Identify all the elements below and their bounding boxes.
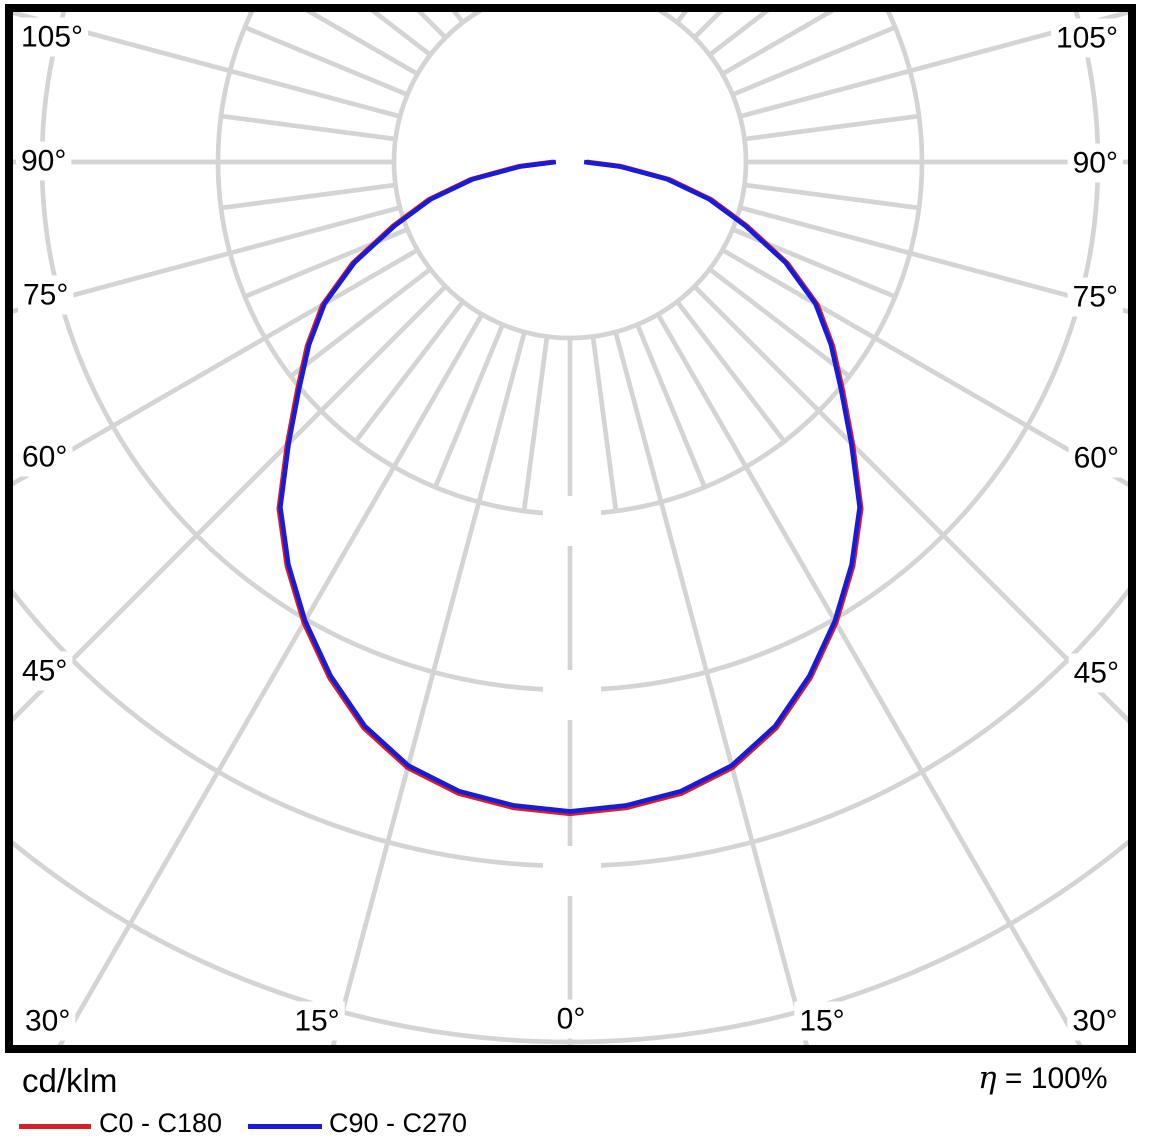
angle-label-group: 60° bbox=[1068, 438, 1124, 478]
angle-label: 105° bbox=[1056, 22, 1118, 55]
grid-radial-minor bbox=[220, 182, 396, 211]
angle-label-bg bbox=[16, 141, 72, 181]
eta-value: = 100% bbox=[996, 1062, 1108, 1095]
angle-label: 90° bbox=[1073, 147, 1118, 180]
angle-label-bg bbox=[1067, 143, 1123, 183]
grid-radial-minor bbox=[708, 12, 770, 57]
chart-border bbox=[5, 4, 1136, 1053]
angle-label-bg bbox=[1067, 277, 1123, 317]
angle-label-group: 30° bbox=[20, 1001, 76, 1041]
grid-radial-minor bbox=[744, 113, 920, 142]
ring-label-gap bbox=[543, 846, 601, 896]
angle-label-group: 105° bbox=[16, 17, 89, 57]
angle-label-bg bbox=[289, 1001, 345, 1041]
ring-label-gap bbox=[543, 496, 601, 546]
angle-label-group: 45° bbox=[17, 651, 73, 691]
legend-swatch-c90-c270 bbox=[248, 1124, 322, 1129]
angle-label-bg bbox=[1067, 1001, 1123, 1041]
angle-label: 30° bbox=[25, 1005, 70, 1038]
grid-radial-minor bbox=[243, 25, 409, 97]
eta-symbol: η bbox=[978, 1060, 997, 1096]
angle-label: 105° bbox=[21, 21, 83, 54]
light-output-ratio-label: η = 100% bbox=[978, 1060, 1108, 1096]
grid-radial-major bbox=[13, 247, 419, 487]
grid-ring bbox=[13, 587, 1128, 869]
angle-label-group: 15° bbox=[289, 1001, 345, 1041]
angle-label-bg bbox=[16, 17, 89, 57]
grid-radial-minor bbox=[521, 336, 550, 512]
grid-radial-minor bbox=[744, 182, 920, 211]
angle-label-bg bbox=[17, 651, 73, 691]
grid-radial-minor bbox=[370, 12, 432, 57]
ring-label-gap bbox=[543, 670, 601, 720]
angle-label: 60° bbox=[22, 441, 67, 474]
grid-radial-major bbox=[739, 205, 1128, 314]
angle-label-group: 90° bbox=[1067, 143, 1123, 183]
angle-label-bg bbox=[20, 1001, 76, 1041]
grid-radial-major bbox=[57, 313, 485, 1045]
angle-label: 45° bbox=[1074, 657, 1119, 690]
grid-radial-minor bbox=[731, 25, 897, 97]
grid-radial-minor bbox=[433, 323, 505, 489]
angle-label-bg bbox=[1050, 18, 1123, 58]
angle-label-group: 45° bbox=[1068, 653, 1124, 693]
angle-label: 75° bbox=[1073, 281, 1118, 314]
legend-label-c0-c180: C0 - C180 bbox=[99, 1108, 223, 1138]
angle-label-bg bbox=[1068, 653, 1124, 693]
plot-area bbox=[13, 12, 1128, 1045]
grid-radial-minor bbox=[675, 300, 787, 443]
grid-radial-minor bbox=[220, 113, 396, 142]
angle-label: 90° bbox=[21, 145, 66, 178]
angle-label: 60° bbox=[1074, 442, 1119, 475]
grid-radial-major bbox=[739, 12, 1128, 119]
unit-label: cd/klm bbox=[22, 1062, 118, 1099]
grid-ring bbox=[391, 12, 749, 341]
angle-label: 75° bbox=[23, 279, 68, 312]
angle-label: 15° bbox=[799, 1005, 844, 1038]
angle-label-group: 30° bbox=[1067, 1001, 1123, 1041]
angle-label-bg bbox=[17, 437, 73, 477]
angle-label: 30° bbox=[1072, 1005, 1117, 1038]
grid-radial-major bbox=[655, 313, 1083, 1045]
angle-label-bg bbox=[794, 1001, 850, 1041]
legend-label-c90-c270: C90 - C270 bbox=[329, 1108, 468, 1138]
angle-label-bg bbox=[18, 275, 74, 315]
legend-swatch-c0-c180 bbox=[19, 1124, 91, 1129]
grid-radial-major bbox=[721, 247, 1128, 487]
angle-label-group: 75° bbox=[1067, 277, 1123, 317]
grid-radial-minor bbox=[353, 300, 465, 443]
angle-label: 15° bbox=[294, 1005, 339, 1038]
angle-label: 0° bbox=[557, 1003, 586, 1036]
angle-label: 45° bbox=[22, 655, 67, 688]
grid-radial-major bbox=[330, 331, 527, 1045]
polar-chart: 105° 90° 75° 60° 45° 30° 15° 0° 15° 30° 45° 60° 75° 9… bbox=[5, 4, 1136, 1053]
angle-label-group: 105° bbox=[1050, 18, 1123, 58]
angle-label-group: 75° bbox=[18, 275, 74, 315]
angle-label-group: 90° bbox=[16, 141, 72, 181]
grid-radial-minor bbox=[708, 267, 851, 379]
grid-radial-major bbox=[13, 205, 401, 314]
grid-radial-minor bbox=[635, 323, 707, 489]
grid-radial-major bbox=[13, 12, 401, 119]
angle-label-bg bbox=[551, 999, 591, 1039]
grid-radial-minor bbox=[590, 336, 619, 512]
angle-label-group: 15° bbox=[794, 1001, 850, 1041]
angle-label-group: 0° bbox=[551, 999, 591, 1039]
angle-label-bg bbox=[1068, 438, 1124, 478]
grid-radial-minor bbox=[289, 267, 432, 379]
angle-label-group: 60° bbox=[17, 437, 73, 477]
curve-c90-c270 bbox=[278, 159, 862, 814]
grid-radial-major bbox=[613, 331, 810, 1045]
